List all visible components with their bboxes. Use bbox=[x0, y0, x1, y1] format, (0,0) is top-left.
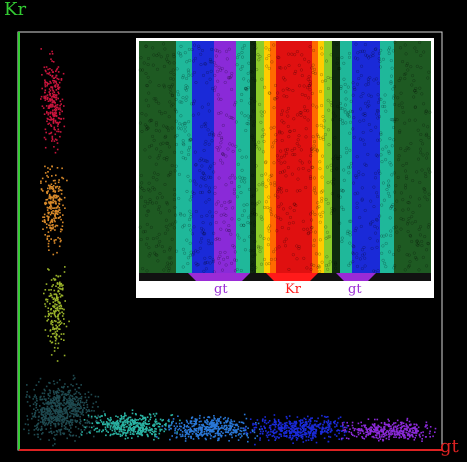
inset-tab bbox=[188, 273, 250, 281]
inset-band bbox=[176, 41, 196, 273]
inset-label-gt-left: gt bbox=[214, 282, 228, 297]
y-axis-label: Kr bbox=[4, 0, 27, 20]
inset-band bbox=[250, 41, 258, 273]
inset-band bbox=[324, 41, 332, 273]
inset-tab bbox=[266, 273, 318, 281]
inset-band bbox=[352, 41, 382, 273]
inset-band bbox=[318, 41, 324, 273]
inset-band bbox=[312, 41, 318, 273]
inset-band bbox=[270, 41, 276, 273]
inset-tabs bbox=[139, 273, 431, 281]
x-axis-label: gt bbox=[440, 436, 459, 457]
inset-band bbox=[236, 41, 250, 273]
inset-label-gt-right: gt bbox=[348, 282, 362, 297]
inset-band bbox=[256, 41, 266, 273]
inset-label-kr: Kr bbox=[285, 282, 301, 297]
inset-tab bbox=[336, 273, 376, 281]
inset-band bbox=[340, 41, 354, 273]
inset-lattice bbox=[138, 40, 432, 274]
inset-band bbox=[264, 41, 272, 273]
inset-panel bbox=[136, 38, 434, 298]
inset-band bbox=[394, 41, 431, 273]
inset-band bbox=[139, 41, 177, 273]
inset-band bbox=[214, 41, 240, 273]
scatter-points bbox=[23, 48, 437, 447]
inset-band bbox=[276, 41, 312, 273]
inset-band bbox=[332, 41, 340, 273]
inset-band bbox=[380, 41, 394, 273]
